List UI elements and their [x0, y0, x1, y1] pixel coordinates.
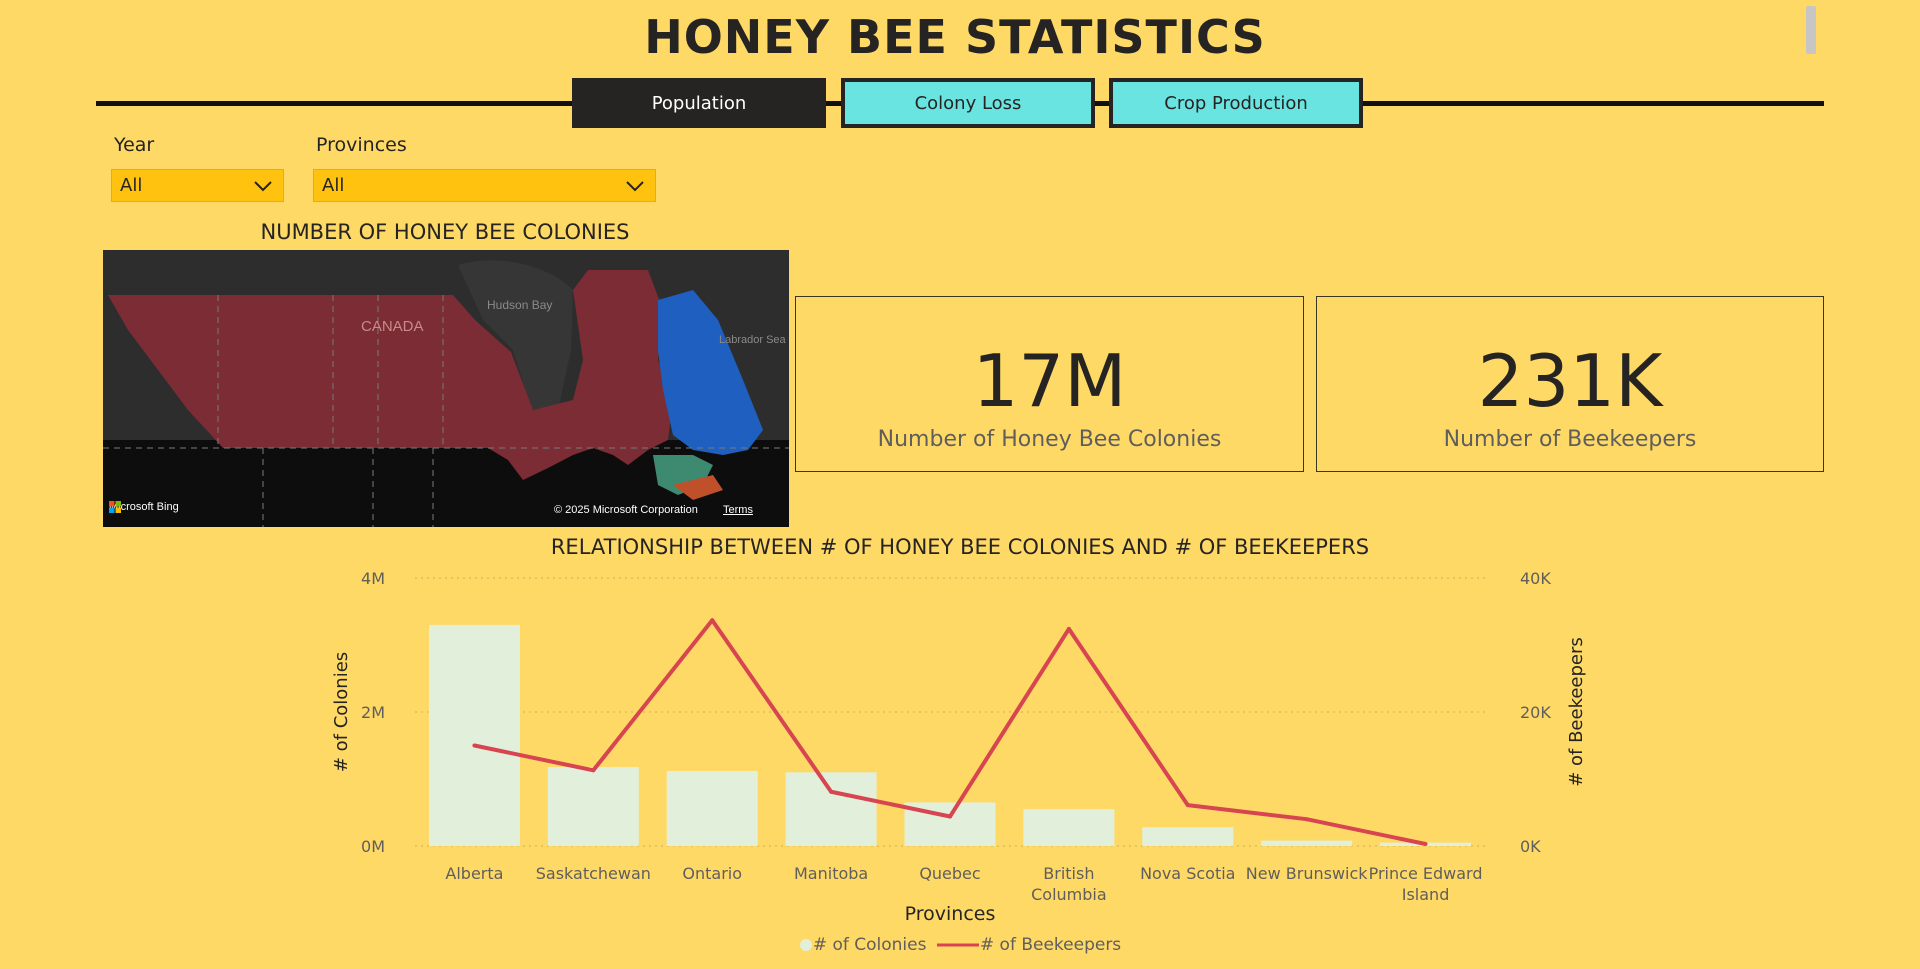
line-point — [591, 768, 596, 773]
x-tick-label: Nova Scotia — [1140, 864, 1235, 883]
x-tick-label: Alberta — [445, 864, 503, 883]
chart-legend: # of Colonies # of Beekeepers — [0, 935, 1920, 957]
tab-colony-loss-label: Colony Loss — [914, 92, 1022, 114]
y-tick-label: 4M — [361, 569, 385, 588]
bar — [1023, 809, 1115, 846]
line-point — [948, 814, 952, 819]
map-attribution-text: Microsoft Bing — [109, 501, 179, 513]
card-colonies-value: 17M — [972, 339, 1127, 423]
page-title: HONEY BEE STATISTICS — [644, 10, 1266, 64]
bar — [428, 624, 520, 846]
map-province-west — [108, 270, 673, 480]
legend-line-icon — [936, 943, 979, 947]
chart-title: RELATIONSHIP BETWEEN # OF HONEY BEE COLO… — [550, 535, 1370, 559]
map-copyright: © 2025 Microsoft Corporation — [554, 504, 698, 516]
map-title: NUMBER OF HONEY BEE COLONIES — [260, 220, 630, 244]
x-axis-title: Provinces — [905, 903, 996, 925]
map-label-sea: Labrador Sea — [719, 334, 786, 346]
card-beekeepers-label: Number of Beekeepers — [1443, 427, 1697, 452]
map-canvas — [103, 250, 789, 527]
legend-item-colonies[interactable]: # of Colonies — [799, 935, 927, 955]
y2-axis-title: # of Beekeepers — [1566, 637, 1587, 787]
provinces-slicer-label: Provinces — [316, 134, 407, 156]
bar — [785, 772, 877, 846]
y2-tick-label: 0K — [1520, 837, 1541, 856]
bar — [666, 770, 758, 846]
line-point — [1423, 841, 1428, 846]
y-tick-label: 0M — [361, 837, 385, 856]
chevron-down-icon — [254, 181, 272, 192]
line-point — [1304, 817, 1309, 822]
map-province-ns — [673, 475, 723, 500]
bar — [1142, 827, 1234, 846]
map-land-usa — [103, 440, 789, 527]
microsoft-logo-icon — [109, 501, 121, 513]
card-beekeepers-value: 231K — [1477, 339, 1663, 423]
y-tick-label: 2M — [361, 703, 385, 722]
line-point — [472, 743, 477, 748]
provinces-dropdown-value: All — [322, 175, 345, 196]
map-attribution: Microsoft Bing — [109, 501, 179, 513]
x-tick-label: Prince Edward Island — [1369, 864, 1483, 904]
colonies-map[interactable]: CANADA Hudson Bay Labrador Sea Microsoft… — [103, 250, 789, 527]
map-label-bay: Hudson Bay — [487, 298, 553, 312]
line-point — [710, 618, 715, 623]
bar — [1261, 840, 1353, 846]
x-tick-label: Quebec — [919, 864, 980, 883]
tab-crop-production[interactable]: Crop Production — [1109, 78, 1363, 128]
tab-population[interactable]: Population — [572, 78, 826, 128]
y-axis-title: # of Colonies — [331, 652, 352, 772]
line-point — [829, 789, 834, 794]
provinces-dropdown[interactable]: All — [313, 169, 656, 202]
year-slicer-label: Year — [114, 134, 155, 156]
x-tick-label: British Columbia — [1031, 864, 1107, 904]
chevron-down-icon — [626, 181, 644, 192]
y2-tick-label: 40K — [1520, 569, 1551, 588]
combo-chart: 0M 0K 2M 20K 4M 40K Alberta Saskatchewan Ontario… — [331, 569, 1587, 925]
y2-tick-label: 20K — [1520, 703, 1551, 722]
bar — [547, 766, 639, 846]
map-hudson-bay — [458, 260, 573, 415]
x-tick-label: New Brunswick — [1246, 864, 1368, 883]
legend-dot-icon — [799, 939, 812, 951]
line-point — [1066, 626, 1071, 631]
tab-colony-loss[interactable]: Colony Loss — [841, 78, 1095, 128]
scrollbar-thumb[interactable] — [1806, 6, 1816, 54]
legend-item-beekeepers[interactable]: # of Beekeepers — [936, 935, 1121, 955]
map-label-country: CANADA — [361, 318, 424, 335]
map-terms-link[interactable]: Terms — [723, 504, 753, 516]
x-tick-label: Manitoba — [794, 864, 868, 883]
line-point — [1185, 803, 1190, 808]
tab-population-label: Population — [651, 92, 747, 114]
x-tick-label: Saskatchewan — [536, 864, 651, 883]
map-province-east — [658, 290, 763, 455]
tab-crop-production-label: Crop Production — [1164, 92, 1308, 114]
year-dropdown-value: All — [120, 175, 143, 196]
year-dropdown[interactable]: All — [111, 169, 284, 202]
legend-label-beekeepers: # of Beekeepers — [979, 935, 1122, 955]
card-beekeepers: 231K Number of Beekeepers — [1316, 296, 1824, 472]
card-colonies-label: Number of Honey Bee Colonies — [877, 427, 1222, 452]
x-tick-label: Ontario — [682, 864, 742, 883]
legend-label-colonies: # of Colonies — [812, 935, 927, 955]
card-colonies: 17M Number of Honey Bee Colonies — [795, 296, 1304, 472]
